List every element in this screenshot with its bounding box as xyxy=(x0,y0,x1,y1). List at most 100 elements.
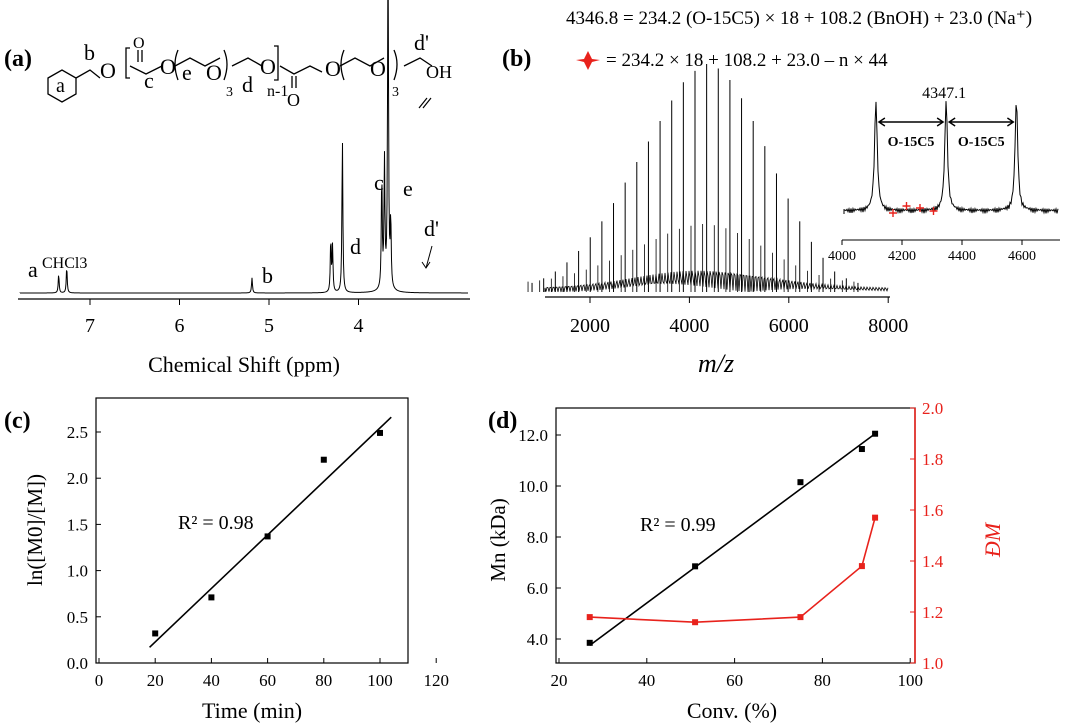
y-tick-label: 2.5 xyxy=(67,423,88,442)
mn-data-point xyxy=(872,430,879,437)
nmr-trace xyxy=(19,0,469,294)
x-tick-label: 8000 xyxy=(868,315,908,337)
x-tick-label: 40 xyxy=(638,671,655,690)
interval-label: O-15C5 xyxy=(958,135,1005,150)
r-squared-annotation: R² = 0.98 xyxy=(178,512,254,534)
equation-line-1: 4346.8 = 234.2 (O-15C5) × 18 + 108.2 (Bn… xyxy=(566,8,1032,29)
y-tick-label: 6.0 xyxy=(527,579,548,598)
data-point xyxy=(208,594,215,601)
red-star-icon xyxy=(916,204,924,212)
red-star-icon xyxy=(902,202,911,210)
peak-label-d: d xyxy=(350,234,361,259)
y-axis-label: ln([M0]/[M]) xyxy=(23,474,47,586)
x-tick-label: 80 xyxy=(315,671,332,690)
kinetics-plot-panel: 0 20 40 60 80 100 120 0.0 0.5 1.0 1.5 2.0 2.5 R² = 0.… xyxy=(23,397,449,723)
peak-label-d-prime: d' xyxy=(424,216,439,241)
dispersity-data-point xyxy=(858,563,865,570)
y-tick-label: 10.0 xyxy=(518,477,548,496)
right-y-tick-label: 1.4 xyxy=(922,552,944,571)
peak-label-a: a xyxy=(28,257,38,282)
y-tick-label: 0.0 xyxy=(67,654,88,673)
right-y-tick-label: 1.0 xyxy=(922,654,943,673)
plot-frame xyxy=(95,397,409,664)
inset-x-tick-label: 4400 xyxy=(948,249,976,264)
structure-atom: O xyxy=(260,54,276,79)
equation-line-2: = 234.2 × 18 + 108.2 + 23.0 – n × 44 xyxy=(606,50,888,71)
x-axis-label: Chemical Shift (ppm) xyxy=(148,352,340,377)
right-y-tick-label: 1.2 xyxy=(922,603,943,622)
right-y-tick-label: 1.6 xyxy=(922,501,943,520)
y-tick-label: 0.5 xyxy=(67,608,88,627)
x-tick-label: 0 xyxy=(95,671,104,690)
structure-atom: O xyxy=(133,35,145,52)
mn-conversion-plot-panel: 20 40 60 80 100 4.0 6.0 8.0 10.0 12.0 1.0 1.2 1.4 1.6… xyxy=(486,399,1005,723)
structure-label-a: a xyxy=(56,75,65,97)
peak-label-e: e xyxy=(403,176,413,201)
nmr-spectrum-panel: 7 6 5 4a CHCl3 bdc ed'Chemical Shift (ppm) xyxy=(18,0,470,377)
structure-label-e: e xyxy=(182,60,192,85)
y-tick-label: 2.0 xyxy=(67,469,88,488)
x-axis-label: Time (min) xyxy=(202,698,302,723)
data-point xyxy=(152,630,159,637)
x-tick-label: 60 xyxy=(726,671,743,690)
mn-data-point xyxy=(692,563,699,570)
dispersity-line xyxy=(589,517,876,624)
inset-trace xyxy=(843,101,1059,215)
r-squared-annotation: R² = 0.99 xyxy=(640,514,716,536)
fit-line xyxy=(589,433,876,647)
right-y-tick-label: 2.0 xyxy=(922,399,943,418)
maldi-spectrum-panel: 2000 4000 6000 8000 m/z 4000 4200 4400 4600 4347.… xyxy=(527,64,1060,378)
data-point xyxy=(320,456,327,463)
x-tick-label: 20 xyxy=(551,671,568,690)
x-tick-label: 6000 xyxy=(769,315,809,337)
structure-subscript: 3 xyxy=(226,85,233,100)
mn-data-point xyxy=(858,446,865,453)
x-axis-label: m/z xyxy=(698,349,734,378)
dispersity-data-point xyxy=(872,514,879,521)
structure-atom: OH xyxy=(426,62,452,82)
red-star-icon xyxy=(929,207,938,215)
red-star-icon xyxy=(576,51,600,70)
peak-label-CHCl3: CHCl3 xyxy=(42,255,87,272)
right-y-axis-label: ĐM xyxy=(980,521,1005,558)
y-tick-label: 12.0 xyxy=(518,426,548,445)
red-star-icon xyxy=(889,209,897,217)
x-tick-label: 40 xyxy=(203,671,220,690)
x-tick-label: 60 xyxy=(259,671,276,690)
structure-label-d-prime: d' xyxy=(414,30,429,55)
x-tick-label: 6 xyxy=(175,315,185,337)
structure-atom: O xyxy=(100,58,116,83)
peak-label-c: c xyxy=(374,170,384,195)
x-tick-label: 4000 xyxy=(669,315,709,337)
data-point xyxy=(264,533,271,540)
structure-label-b: b xyxy=(84,40,95,65)
dispersity-data-point xyxy=(797,614,804,621)
x-tick-label: 20 xyxy=(147,671,164,690)
y-axis-label: Mn (kDa) xyxy=(486,498,510,581)
mn-data-point xyxy=(797,479,804,486)
x-tick-label: 7 xyxy=(85,315,95,337)
panel-label-c: (c) xyxy=(4,408,31,434)
interval-label: O-15C5 xyxy=(888,135,935,150)
x-tick-label: 100 xyxy=(367,671,393,690)
data-point xyxy=(377,429,383,436)
structure-atom: O xyxy=(160,54,176,79)
x-tick-label: 4 xyxy=(354,315,364,337)
inset-x-tick-label: 4000 xyxy=(828,249,856,264)
dispersity-data-point xyxy=(692,619,699,626)
x-tick-label: 2000 xyxy=(570,315,610,337)
y-tick-label: 1.5 xyxy=(67,515,88,534)
x-axis-label: Conv. (%) xyxy=(687,698,777,723)
y-tick-label: 4.0 xyxy=(527,630,548,649)
fit-line xyxy=(149,416,392,648)
panel-label-b: (b) xyxy=(502,46,531,72)
x-tick-label: 100 xyxy=(897,671,923,690)
inset-x-tick-label: 4600 xyxy=(1008,249,1036,264)
mn-data-point xyxy=(586,639,593,646)
peak-label-b: b xyxy=(262,263,273,288)
y-tick-label: 8.0 xyxy=(527,528,548,547)
double-arrow xyxy=(947,117,1015,127)
x-tick-label: 5 xyxy=(264,315,274,337)
structure-atom: O xyxy=(325,56,341,81)
baseline-noise xyxy=(544,270,889,293)
